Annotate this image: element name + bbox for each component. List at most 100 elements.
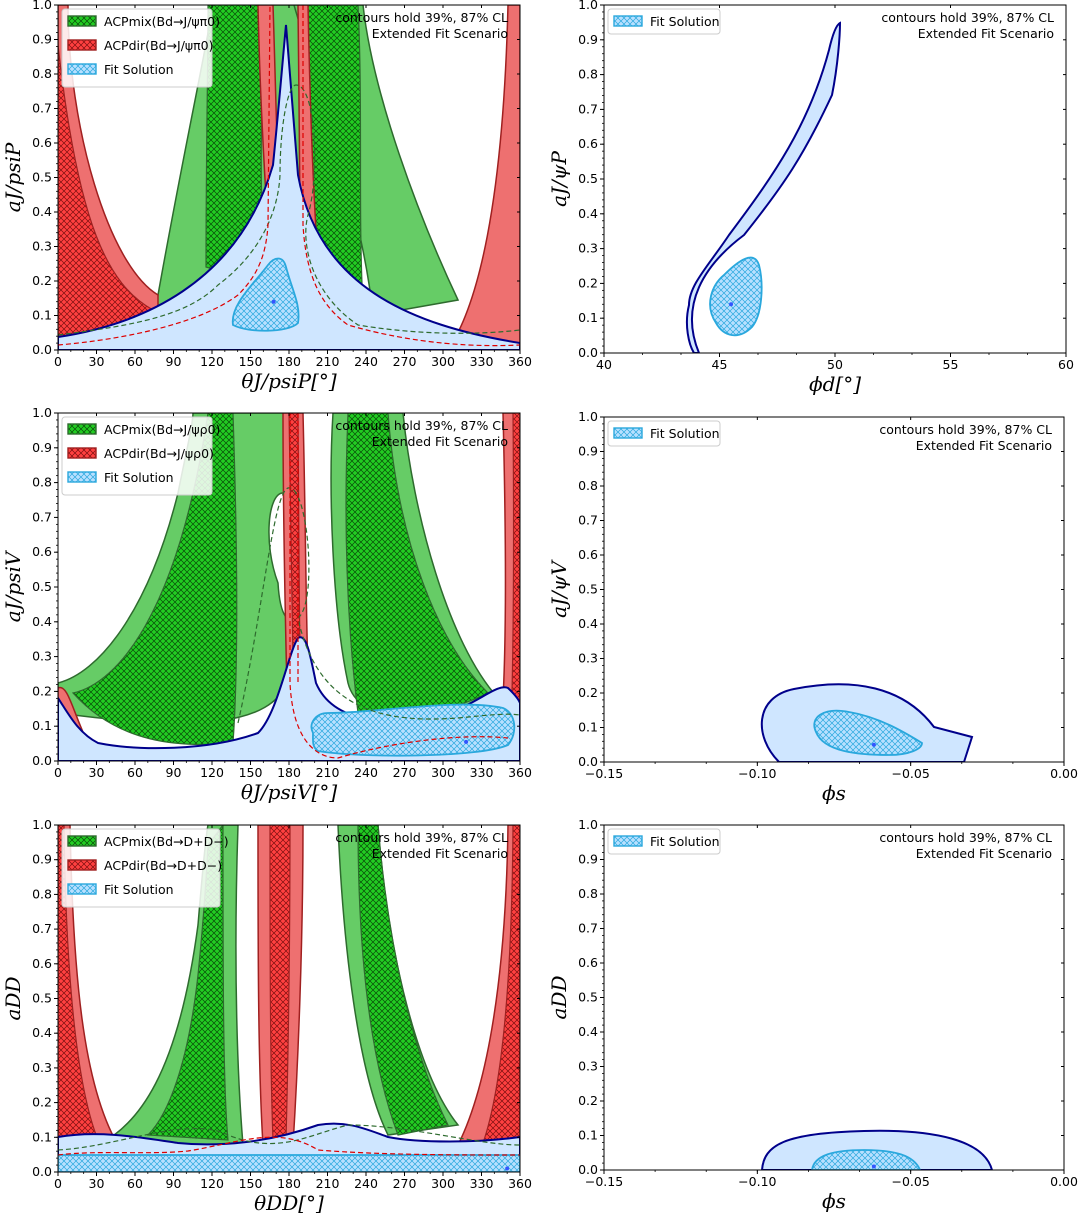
y-tick-label: 1.0 bbox=[578, 817, 598, 832]
x-tick-label: 180 bbox=[277, 765, 301, 780]
x-tick-label: 330 bbox=[470, 765, 494, 780]
legend-box bbox=[61, 416, 213, 496]
x-axis-label: ϕd[°] bbox=[809, 372, 861, 396]
y-tick-label: 0.9 bbox=[32, 440, 52, 455]
x-tick-label: 150 bbox=[239, 354, 263, 369]
x-tick-label: 60 bbox=[1058, 357, 1074, 372]
y-tick-label: 0.0 bbox=[578, 345, 598, 360]
y-tick-label: 0.5 bbox=[32, 991, 52, 1006]
y-tick-label: 0.2 bbox=[578, 275, 598, 290]
x-tick-label: 0 bbox=[54, 354, 62, 369]
y-tick-label: 0.0 bbox=[32, 1164, 52, 1179]
y-tick-label: 0.0 bbox=[32, 342, 52, 357]
annotation: Extended Fit Scenario bbox=[918, 26, 1054, 41]
dir-dashed-contour bbox=[289, 413, 509, 759]
x-tick-label: 270 bbox=[393, 1176, 417, 1191]
y-tick-label: 0.4 bbox=[578, 1024, 598, 1039]
x-tick-label: 120 bbox=[200, 354, 224, 369]
x-tick-label: 0 bbox=[54, 1176, 62, 1191]
axes-p4: −0.15 −0.10 −0.05 0.00 0.0 0.1 0.2 0.3 0.4 0.5 0.6… bbox=[547, 409, 1078, 805]
y-tick-label: 0.4 bbox=[578, 206, 598, 221]
y-tick-label: 0.3 bbox=[578, 651, 598, 666]
y-tick-label: 0.1 bbox=[32, 308, 52, 323]
legend-label: Fit Solution bbox=[650, 14, 720, 29]
y-axis-label: aJ/ψP bbox=[547, 151, 571, 207]
x-tick-label: −0.05 bbox=[892, 1174, 930, 1189]
best-fit-point bbox=[871, 1164, 876, 1169]
x-tick-label: 240 bbox=[354, 765, 378, 780]
x-tick-label: 240 bbox=[354, 354, 378, 369]
y-axis-label: aDD bbox=[547, 976, 571, 1020]
y-tick-label: 0.4 bbox=[32, 204, 52, 219]
dir-band-center-hatched bbox=[269, 825, 291, 1141]
x-tick-label: 120 bbox=[200, 765, 224, 780]
y-tick-label: 0.5 bbox=[578, 990, 598, 1005]
fit-inner-contour bbox=[232, 257, 300, 332]
x-tick-label: 180 bbox=[277, 1176, 301, 1191]
y-axis-label: aJ/psiP bbox=[1, 142, 25, 212]
annotation: contours hold 39%, 87% CL bbox=[335, 830, 508, 845]
best-fit-point bbox=[505, 1166, 510, 1171]
x-axis-label: ϕs bbox=[822, 1189, 846, 1213]
y-tick-label: 0.7 bbox=[32, 509, 52, 524]
mix-band-hatched-left bbox=[71, 413, 238, 746]
x-tick-label: 210 bbox=[316, 765, 340, 780]
legend-box bbox=[61, 8, 213, 88]
x-axis-label: θDD[°] bbox=[254, 1191, 324, 1215]
legend: ACPmix(Bd→J/ψρ0) ACPdir(Bd→J/ψρ0) Fit Solu… bbox=[61, 416, 220, 496]
y-tick-label: 0.7 bbox=[32, 921, 52, 936]
legend-label: ACPdir(Bd→J/ψρ0) bbox=[104, 446, 214, 461]
mix-dashed-contour bbox=[237, 487, 520, 724]
mix-dashed-contour bbox=[58, 84, 520, 336]
axes-p1: 0 30 60 90 120 150 180 210 240 270 300 330 360 0.0 0.1… bbox=[1, 0, 532, 393]
x-tick-label: 150 bbox=[239, 765, 263, 780]
legend-swatch bbox=[67, 423, 97, 435]
y-tick-label: 0.2 bbox=[32, 1095, 52, 1110]
x-tick-label: 150 bbox=[239, 1176, 263, 1191]
y-tick-label: 0.7 bbox=[32, 101, 52, 116]
legend-label: Fit Solution bbox=[104, 62, 174, 77]
annotation: contours hold 39%, 87% CL bbox=[881, 10, 1054, 25]
dir-dashed-contour bbox=[58, 5, 520, 347]
x-tick-label: −0.10 bbox=[738, 1174, 776, 1189]
x-tick-label: 180 bbox=[277, 354, 301, 369]
y-tick-label: 0.5 bbox=[32, 579, 52, 594]
annotation: Extended Fit Scenario bbox=[916, 438, 1052, 453]
x-tick-label: 330 bbox=[470, 1176, 494, 1191]
x-tick-label: −0.10 bbox=[738, 766, 776, 781]
annotation: contours hold 39%, 87% CL bbox=[879, 830, 1052, 845]
y-tick-label: 0.9 bbox=[578, 444, 598, 459]
fit-inner-contour bbox=[813, 709, 923, 756]
y-tick-label: 1.0 bbox=[32, 817, 52, 832]
best-fit-point bbox=[871, 742, 876, 747]
y-tick-label: 0.1 bbox=[32, 1129, 52, 1144]
mix-band-hatched-right bbox=[357, 825, 449, 1136]
fit-inner-contour bbox=[58, 1154, 520, 1172]
x-tick-label: −0.15 bbox=[585, 1174, 623, 1189]
best-fit-point bbox=[464, 739, 469, 744]
legend: Fit Solution bbox=[607, 420, 721, 447]
y-tick-label: 0.0 bbox=[578, 754, 598, 769]
legend-box bbox=[61, 828, 221, 908]
x-tick-label: 330 bbox=[470, 354, 494, 369]
x-tick-label: 300 bbox=[431, 1176, 455, 1191]
y-tick-label: 0.9 bbox=[32, 32, 52, 47]
legend-swatch bbox=[67, 883, 97, 895]
legend-swatch bbox=[67, 39, 97, 51]
fit-inner-contour bbox=[310, 703, 516, 757]
y-tick-label: 0.2 bbox=[32, 273, 52, 288]
panel-phi-s-jpsiv bbox=[603, 416, 1065, 763]
legend-label: ACPmix(Bd→J/ψπ0) bbox=[104, 14, 220, 29]
axes-p5: 0 30 60 90 120 150 180 210 240 270 300 330 360 0.0 0.1… bbox=[1, 817, 532, 1215]
y-tick-label: 0.5 bbox=[578, 582, 598, 597]
legend-swatch bbox=[67, 835, 97, 847]
y-tick-label: 0.8 bbox=[32, 886, 52, 901]
y-axis-label: aJ/ψV bbox=[547, 559, 571, 618]
y-tick-label: 0.0 bbox=[32, 753, 52, 768]
x-tick-label: 270 bbox=[393, 354, 417, 369]
y-tick-label: 0.8 bbox=[578, 67, 598, 82]
y-tick-label: 0.9 bbox=[578, 852, 598, 867]
y-tick-label: 0.3 bbox=[32, 1060, 52, 1075]
y-tick-label: 0.4 bbox=[32, 614, 52, 629]
